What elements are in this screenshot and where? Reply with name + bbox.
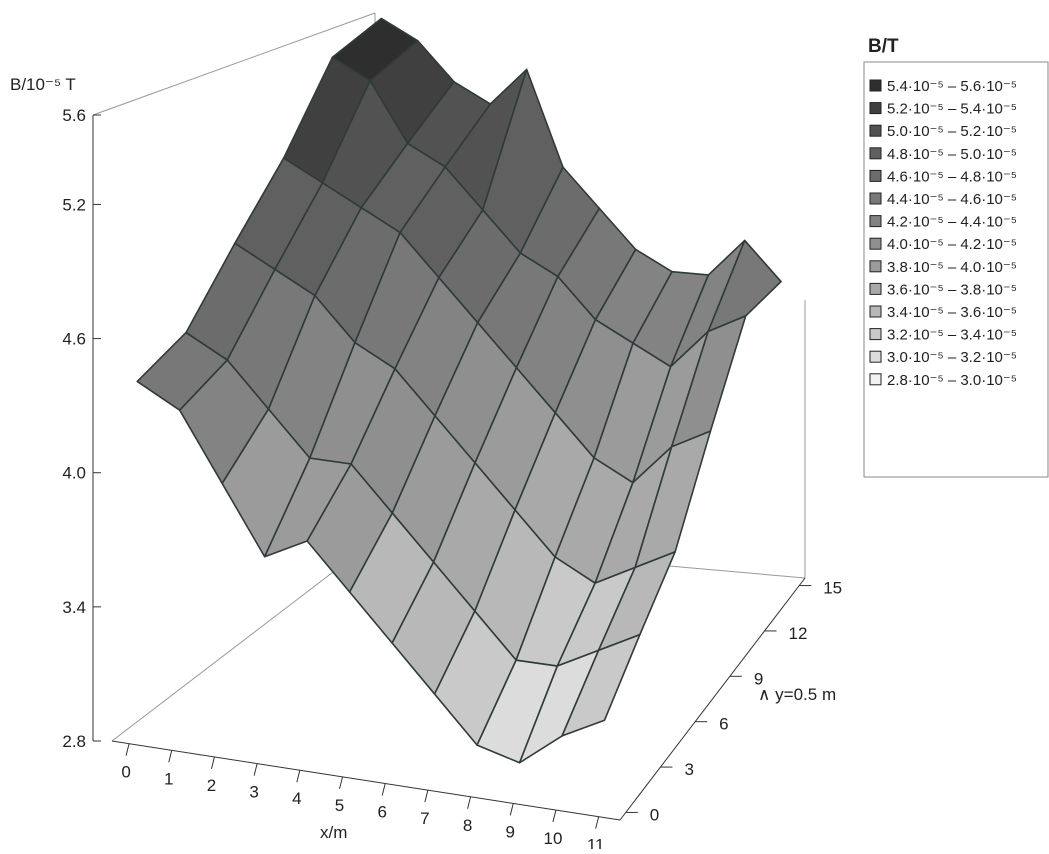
x-tick — [339, 776, 344, 789]
z-axis-label: B/10⁻⁵ T — [10, 75, 76, 94]
x-tick-label: 6 — [377, 802, 386, 821]
legend-label: 3.0·10⁻⁵ – 3.2·10⁻⁵ — [887, 349, 1017, 366]
box-edge — [111, 539, 376, 742]
legend-swatch — [869, 215, 882, 228]
y-tick-label: 0 — [650, 805, 659, 824]
box-edge — [92, 12, 376, 116]
x-tick — [595, 816, 600, 829]
legend-title: B/T — [868, 36, 899, 57]
z-tick-label: 2.8 — [62, 732, 86, 751]
legend-swatch — [869, 350, 882, 363]
legend-swatch — [869, 124, 882, 137]
y-tick-label: 6 — [719, 715, 728, 734]
x-tick-label: 11 — [587, 836, 605, 849]
x-tick — [210, 756, 215, 770]
x-tick — [381, 783, 386, 796]
x-tick-label: 9 — [506, 822, 515, 841]
z-tick-label: 4.0 — [62, 464, 86, 483]
x-tick-label: 8 — [463, 816, 472, 835]
legend-label: 4.4·10⁻⁵ – 4.6·10⁻⁵ — [887, 191, 1017, 208]
legend-swatch — [869, 102, 882, 115]
legend-swatch — [869, 260, 882, 273]
x-tick-label: 5 — [335, 796, 344, 815]
legend-label: 4.8·10⁻⁵ – 5.0·10⁻⁵ — [887, 146, 1017, 163]
legend-label: 4.6·10⁻⁵ – 4.8·10⁻⁵ — [887, 168, 1017, 185]
legend-label: 3.4·10⁻⁵ – 3.6·10⁻⁵ — [887, 304, 1017, 321]
x-tick — [125, 743, 130, 756]
x-tick-label: 0 — [121, 763, 130, 782]
legend-swatch — [869, 282, 882, 295]
x-tick — [509, 803, 514, 816]
x-tick-label: 10 — [544, 829, 563, 848]
legend-label: 4.0·10⁻⁵ – 4.2·10⁻⁵ — [887, 236, 1017, 253]
legend-swatch — [869, 192, 882, 205]
x-tick-label: 2 — [207, 776, 216, 795]
x-tick — [253, 763, 258, 776]
y-tick-label: 12 — [789, 624, 808, 643]
x-tick-label: 7 — [420, 809, 429, 828]
y-tick-label: 15 — [823, 579, 842, 598]
surface — [136, 17, 782, 764]
z-tick-label: 4.6 — [62, 330, 86, 349]
legend-label: 5.4·10⁻⁵ – 5.6·10⁻⁵ — [887, 78, 1017, 95]
x-tick — [552, 809, 557, 823]
z-tick-label: 5.2 — [62, 195, 86, 214]
legend-label: 2.8·10⁻⁵ – 3.0·10⁻⁵ — [887, 372, 1017, 389]
surface-face — [561, 633, 641, 737]
z-tick-label: 5.6 — [62, 106, 86, 125]
legend-label: 5.2·10⁻⁵ – 5.4·10⁻⁵ — [887, 101, 1017, 118]
x-tick — [168, 750, 173, 763]
legend-label: 4.2·10⁻⁵ – 4.4·10⁻⁵ — [887, 214, 1017, 231]
z-tick-label: 3.4 — [62, 598, 86, 617]
legend-label: 3.6·10⁻⁵ – 3.8·10⁻⁵ — [887, 281, 1017, 298]
x-tick — [467, 796, 472, 809]
legend-swatch — [869, 373, 882, 386]
legend-swatch — [869, 79, 882, 92]
legend-label: 3.2·10⁻⁵ – 3.4·10⁻⁵ — [887, 327, 1017, 344]
legend-swatch — [869, 237, 882, 250]
x-tick-label: 4 — [292, 789, 301, 808]
legend-label: 5.0·10⁻⁵ – 5.2·10⁻⁵ — [887, 123, 1017, 140]
y-axis — [619, 577, 806, 821]
x-axis-label: x/m — [320, 823, 347, 842]
x-tick-label: 1 — [164, 769, 173, 788]
legend-swatch — [869, 305, 882, 318]
legend: 5.4·10⁻⁵ – 5.6·10⁻⁵ 5.2·10⁻⁵ – 5.4·10⁻⁵ 5.… — [869, 78, 1017, 389]
x-tick-label: 3 — [249, 783, 258, 802]
y-axis-label: ∧ y=0.5 m — [758, 685, 836, 704]
legend-box — [863, 61, 1049, 478]
x-axis — [111, 740, 621, 821]
legend-swatch — [869, 147, 882, 160]
x-tick — [296, 770, 301, 783]
y-tick-label: 9 — [754, 669, 763, 688]
y-tick-label: 3 — [684, 760, 693, 779]
legend-swatch — [869, 328, 882, 341]
x-tick — [424, 790, 429, 803]
legend-label: 3.8·10⁻⁵ – 4.0·10⁻⁵ — [887, 259, 1017, 276]
legend-swatch — [869, 169, 882, 182]
